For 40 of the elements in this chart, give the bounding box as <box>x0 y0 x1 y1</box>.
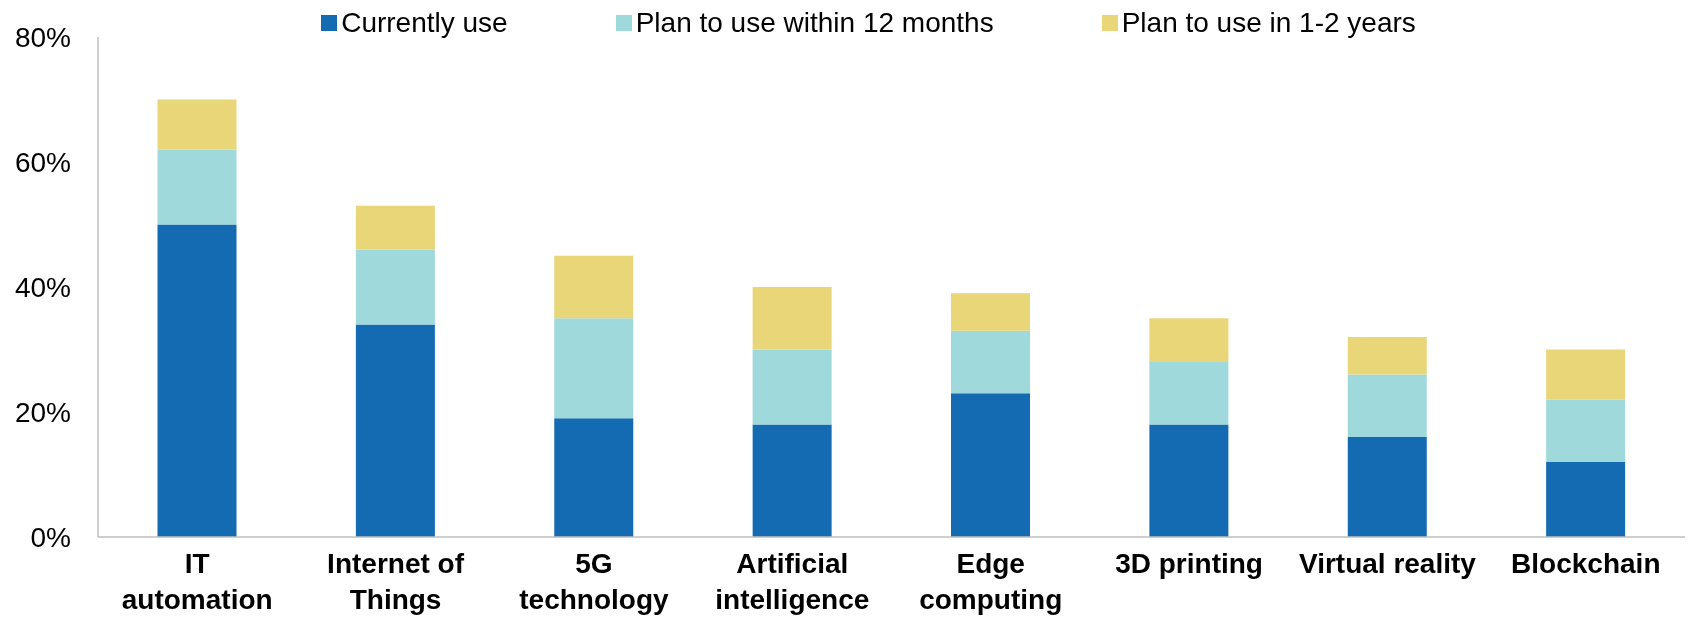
x-tick-label: Virtual reality <box>1298 548 1477 579</box>
x-tick-label: Artificial intelligence <box>715 548 870 615</box>
x-tick-label: IT automation <box>121 548 273 615</box>
x-tick-label: Blockchain <box>1511 548 1661 579</box>
bar <box>355 205 435 250</box>
x-tick-label: 5G technology <box>519 548 670 615</box>
bar <box>951 330 1031 394</box>
bar <box>752 349 832 425</box>
legend-label: Currently use <box>341 7 508 38</box>
x-tick-label: Internet of Things <box>327 548 465 615</box>
x-tick-label: Edge computing <box>919 548 1063 615</box>
bar <box>355 249 435 325</box>
bar <box>752 287 832 350</box>
bar <box>554 318 634 419</box>
y-tick-label: 40% <box>14 271 71 303</box>
y-tick-label: 0% <box>30 521 71 553</box>
legend-label: Plan to use within 12 months <box>635 7 994 38</box>
bar <box>157 99 237 150</box>
bar <box>752 424 832 537</box>
bar <box>554 418 634 537</box>
bar <box>554 255 634 319</box>
bar <box>1546 349 1626 400</box>
y-tick-label: 60% <box>14 146 71 178</box>
legend-label: Plan to use in 1-2 years <box>1121 7 1416 38</box>
bar <box>951 293 1031 331</box>
bar <box>1149 424 1229 537</box>
y-tick-label: 20% <box>14 396 71 428</box>
bar <box>1149 362 1229 425</box>
y-tick-label: 80% <box>14 21 71 53</box>
bar <box>1546 462 1626 537</box>
bar <box>1347 374 1427 437</box>
bar <box>1546 399 1626 462</box>
x-tick-label: 3D printing <box>1115 548 1263 579</box>
bar <box>355 324 435 537</box>
bar <box>1149 318 1229 362</box>
bar <box>1347 337 1427 375</box>
bar <box>157 149 237 225</box>
bar <box>157 224 237 537</box>
bar <box>951 393 1031 537</box>
bar <box>1347 437 1427 537</box>
